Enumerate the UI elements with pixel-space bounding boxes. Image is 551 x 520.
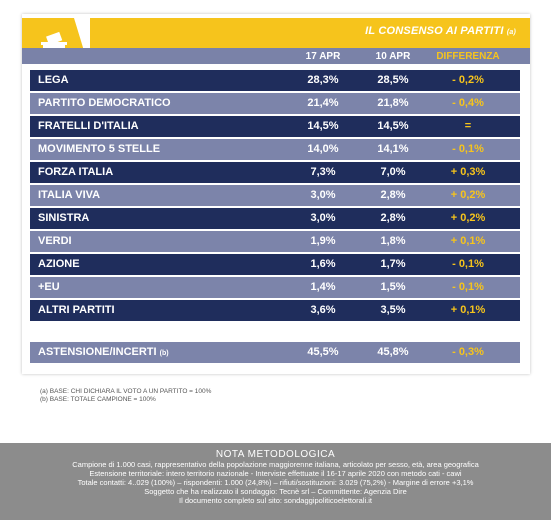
table-row: ITALIA VIVA 3,0% 2,8% + 0,2% [30,185,520,206]
table-row: ASTENSIONE/INCERTI (b) 45,5% 45,8% - 0,3% [30,342,520,363]
table-row: VERDI 1,9% 1,8% + 0,1% [30,231,520,252]
party-label: AZIONE [38,258,80,270]
methodology-line: Soggetto che ha realizzato il sondaggio:… [144,487,407,496]
party-label: SINISTRA [38,212,89,224]
title-bar: IL CONSENSO AI PARTITI (a) [22,18,530,48]
value-10apr: 2,8% [380,212,406,224]
party-name: FORZA ITALIA [38,166,114,178]
value-17apr: 3,0% [310,189,336,201]
party-label: PARTITO DEMOCRATICO [38,97,171,109]
value-10apr: 7,0% [380,166,406,178]
table-row: LEGA 28,3% 28,5% - 0,2% [30,70,520,91]
col-header-differenza: DIFFERENZA [436,51,500,62]
value-17apr: 1,6% [310,258,336,270]
value-difference: + 0,2% [450,189,486,201]
party-label: LEGA [38,74,69,86]
value-difference: + 0,1% [450,304,486,316]
party-label: ASTENSIONE/INCERTI (b) [38,346,169,358]
chart-title-text: IL CONSENSO AI PARTITI [365,25,504,37]
party-name: ITALIA VIVA [38,189,101,201]
value-difference: - 0,1% [452,143,484,155]
value-difference: + 0,1% [450,235,486,247]
value-difference: - 0,3% [452,346,484,358]
value-difference: - 0,1% [452,258,484,270]
party-name: +EU [38,281,60,293]
methodology-box: NOTA METODOLOGICA Campione di 1.000 casi… [0,443,551,520]
value-10apr: 45,8% [377,346,409,358]
party-label: FORZA ITALIA [38,166,113,178]
party-label: FRATELLI D'ITALIA [38,120,139,132]
column-header-row: 17 APR 10 APR DIFFERENZA [22,48,530,64]
footnote-a: (a) BASE: CHI DICHIARA IL VOTO A UN PART… [40,388,212,395]
footnotes: (a) BASE: CHI DICHIARA IL VOTO A UN PART… [40,388,211,404]
value-difference: + 0,3% [450,166,486,178]
table-row: +EU 1,4% 1,5% - 0,1% [30,277,520,298]
party-name: AZIONE [38,258,80,270]
table-row: ALTRI PARTITI 3,6% 3,5% + 0,1% [30,300,520,321]
value-difference: - 0,1% [452,281,484,293]
party-label: MOVIMENTO 5 STELLE [38,143,160,155]
value-10apr: 14,5% [377,120,409,132]
value-10apr: 1,7% [380,258,406,270]
table-row: FRATELLI D'ITALIA 14,5% 14,5% = [30,116,520,137]
methodology-line: Campione di 1.000 casi, rappresentativo … [72,460,479,469]
party-label: VERDI [38,235,72,247]
value-17apr: 3,6% [310,304,336,316]
party-label: +EU [38,281,60,293]
value-17apr: 3,0% [310,212,336,224]
value-17apr: 1,9% [310,235,336,247]
party-label: ALTRI PARTITI [38,304,115,316]
party-name: SINISTRA [38,212,90,224]
value-17apr: 7,3% [310,166,336,178]
footnote-b: (b) BASE: TOTALE CAMPIONE = 100% [40,396,156,403]
value-difference: - 0,4% [452,97,484,109]
value-17apr: 14,0% [307,143,339,155]
party-name: LEGA [38,74,69,86]
party-name: ALTRI PARTITI [38,304,115,316]
party-note: (b) [159,350,169,357]
value-17apr: 45,5% [307,346,339,358]
party-name: ASTENSIONE/INCERTI [38,346,157,358]
methodology-line: Il documento completo sul sito: sondaggi… [178,496,373,505]
value-difference: = [464,120,472,132]
table-row: SINISTRA 3,0% 2,8% + 0,2% [30,208,520,229]
methodology-title: NOTA METODOLOGICA [215,449,336,460]
party-name: PARTITO DEMOCRATICO [38,97,171,109]
value-17apr: 1,4% [310,281,336,293]
value-10apr: 3,5% [380,304,406,316]
value-10apr: 28,5% [377,74,409,86]
methodology-line: Estensione territoriale: intero territor… [89,469,462,478]
party-name: VERDI [38,235,72,247]
chart-title: IL CONSENSO AI PARTITI (a) [365,25,516,37]
value-17apr: 14,5% [307,120,339,132]
table-row: MOVIMENTO 5 STELLE 14,0% 14,1% - 0,1% [30,139,520,160]
party-name: FRATELLI D'ITALIA [38,120,139,132]
value-difference: - 0,2% [452,74,484,86]
party-label: ITALIA VIVA [38,189,100,201]
col-header-17apr: 17 APR [305,51,341,62]
party-name: MOVIMENTO 5 STELLE [38,143,161,155]
methodology-line: Totale contatti: 4..029 (100%) – rispond… [77,478,474,487]
table-row: PARTITO DEMOCRATICO 21,4% 21,8% - 0,4% [30,93,520,114]
value-17apr: 28,3% [307,74,339,86]
value-10apr: 1,5% [380,281,406,293]
value-10apr: 1,8% [380,235,406,247]
value-17apr: 21,4% [307,97,339,109]
value-difference: + 0,2% [450,212,486,224]
chart-title-note: (a) [506,29,516,36]
value-10apr: 21,8% [377,97,409,109]
table-row: AZIONE 1,6% 1,7% - 0,1% [30,254,520,275]
value-10apr: 14,1% [377,143,409,155]
col-header-10apr: 10 APR [375,51,411,62]
table-row: FORZA ITALIA 7,3% 7,0% + 0,3% [30,162,520,183]
value-10apr: 2,8% [380,189,406,201]
